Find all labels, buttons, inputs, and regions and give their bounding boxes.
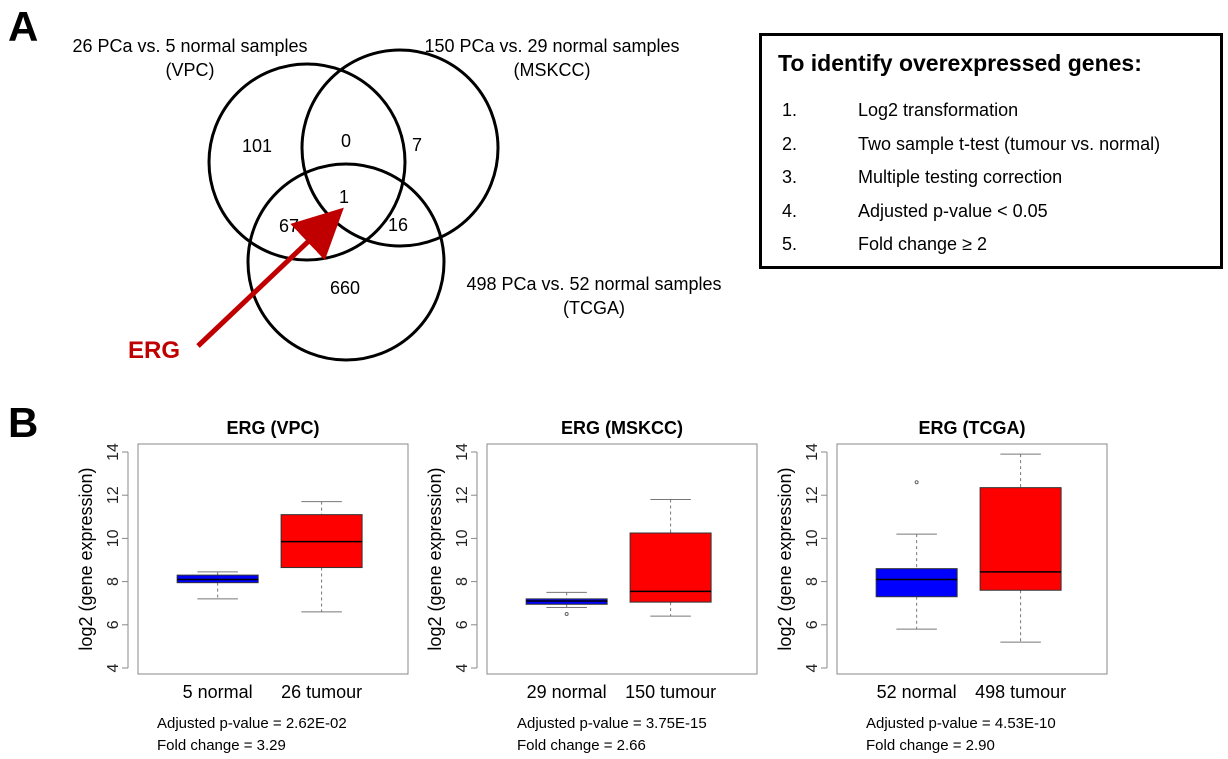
criteria-item-number: 2. bbox=[782, 134, 798, 154]
y-tick-label: 12 bbox=[105, 486, 122, 504]
y-tick-label: 14 bbox=[105, 443, 122, 461]
venn-label-vpc: 26 PCa vs. 5 normal samples (VPC) bbox=[40, 34, 340, 82]
venn-circle-mskcc bbox=[300, 48, 500, 248]
venn-circle-tcga bbox=[246, 162, 446, 362]
stat-adjusted-p-value: Adjusted p-value = 3.75E-15 bbox=[517, 715, 707, 732]
y-tick-label: 8 bbox=[105, 577, 122, 586]
y-tick-label: 4 bbox=[454, 663, 471, 672]
y-tick-label: 10 bbox=[804, 529, 821, 547]
panel-b-letter: B bbox=[8, 399, 39, 446]
criteria-item: 4. Adjusted p-value < 0.05 bbox=[782, 201, 1048, 222]
criteria-item-text: Two sample t-test (tumour vs. normal) bbox=[858, 134, 1161, 154]
criteria-item-text: Adjusted p-value < 0.05 bbox=[858, 201, 1048, 221]
y-axis-label: log2 (gene expression) bbox=[425, 467, 445, 650]
region-mskcc-only: 7 bbox=[412, 135, 422, 155]
box bbox=[979, 487, 1062, 591]
venn-label-mskcc-line1: 150 PCa vs. 29 normal samples bbox=[424, 36, 680, 56]
region-tcga-only: 660 bbox=[330, 278, 360, 298]
y-tick-label: 10 bbox=[454, 529, 471, 547]
stats-mskcc: Adjusted p-value = 3.75E-15 Fold change … bbox=[517, 713, 707, 757]
plot-title-vpc: ERG (VPC) bbox=[226, 418, 320, 438]
category-label: 498 tumour bbox=[975, 682, 1066, 702]
y-axis-label: log2 (gene expression) bbox=[775, 467, 795, 650]
criteria-item-number: 1. bbox=[782, 100, 798, 120]
criteria-item: 3. Multiple testing correction bbox=[782, 167, 1062, 188]
venn-label-tcga-line2: (TCGA) bbox=[563, 298, 625, 318]
stat-fold-change: Fold change = 2.90 bbox=[866, 737, 995, 754]
y-tick-label: 8 bbox=[454, 577, 471, 586]
y-tick-label: 6 bbox=[454, 620, 471, 629]
y-tick-label: 6 bbox=[105, 620, 122, 629]
criteria-item: 2. Two sample t-test (tumour vs. normal) bbox=[782, 134, 1160, 155]
criteria-item: 1. Log2 transformation bbox=[782, 100, 1018, 121]
y-tick-label: 12 bbox=[804, 486, 821, 504]
stat-adjusted-p-value: Adjusted p-value = 4.53E-10 bbox=[866, 715, 1056, 732]
panel-a-letter: A bbox=[8, 3, 39, 50]
criteria-item-text: Log2 transformation bbox=[858, 100, 1019, 120]
y-tick-label: 4 bbox=[105, 663, 122, 672]
erg-arrow-label: ERG bbox=[128, 337, 180, 364]
stat-fold-change: Fold change = 2.66 bbox=[517, 737, 646, 754]
plot-title-mskcc: ERG (MSKCC) bbox=[561, 418, 683, 438]
venn-label-mskcc: 150 PCa vs. 29 normal samples (MSKCC) bbox=[392, 34, 712, 82]
criteria-item: 5. Fold change ≥ 2 bbox=[782, 234, 987, 255]
region-vpc-only: 101 bbox=[242, 136, 272, 156]
stats-vpc: Adjusted p-value = 2.62E-02 Fold change … bbox=[157, 713, 347, 757]
venn-label-mskcc-line2: (MSKCC) bbox=[513, 60, 591, 80]
criteria-item-number: 3. bbox=[782, 167, 798, 187]
y-tick-label: 4 bbox=[804, 663, 821, 672]
region-vpc-mskcc: 0 bbox=[341, 131, 351, 151]
venn-diagram: 101 0 7 1 67 16 660 ERG bbox=[128, 48, 500, 364]
y-axis-label: log2 (gene expression) bbox=[76, 467, 96, 650]
category-label: 52 normal bbox=[877, 682, 957, 702]
venn-label-vpc-line2: (VPC) bbox=[165, 60, 215, 80]
plot-frame bbox=[486, 443, 758, 675]
criteria-item-text: Fold change ≥ 2 bbox=[858, 234, 987, 254]
y-tick-label: 8 bbox=[804, 577, 821, 586]
stat-adjusted-p-value: Adjusted p-value = 2.62E-02 bbox=[157, 715, 347, 732]
erg-arrow bbox=[196, 207, 344, 348]
criteria-item-number: 4. bbox=[782, 201, 798, 221]
stat-fold-change: Fold change = 3.29 bbox=[157, 737, 286, 754]
y-tick-label: 14 bbox=[454, 443, 471, 461]
region-all-three: 1 bbox=[339, 187, 349, 207]
venn-label-tcga-line1: 498 PCa vs. 52 normal samples bbox=[466, 274, 722, 294]
y-tick-label: 6 bbox=[804, 620, 821, 629]
stats-tcga: Adjusted p-value = 4.53E-10 Fold change … bbox=[866, 713, 1056, 757]
y-tick-label: 10 bbox=[105, 529, 122, 547]
plot-frame bbox=[836, 443, 1108, 675]
outlier-point bbox=[564, 612, 569, 616]
box bbox=[875, 568, 958, 598]
y-tick-label: 12 bbox=[454, 486, 471, 504]
plot-title-tcga: ERG (TCGA) bbox=[918, 418, 1026, 438]
category-label: 150 tumour bbox=[625, 682, 716, 702]
venn-label-tcga: 498 PCa vs. 52 normal samples (TCGA) bbox=[434, 272, 754, 320]
outlier-point bbox=[914, 480, 919, 485]
region-mskcc-tcga: 16 bbox=[388, 215, 408, 235]
category-label: 29 normal bbox=[527, 682, 607, 702]
venn-label-vpc-line1: 26 PCa vs. 5 normal samples bbox=[72, 36, 308, 56]
criteria-item-number: 5. bbox=[782, 234, 798, 254]
criteria-box: To identify overexpressed genes: 1. Log2 … bbox=[759, 33, 1223, 269]
category-label: 26 tumour bbox=[281, 682, 362, 702]
criteria-title: To identify overexpressed genes: bbox=[778, 50, 1142, 76]
category-label: 5 normal bbox=[183, 682, 253, 702]
y-tick-label: 14 bbox=[804, 443, 821, 461]
plot-frame bbox=[137, 443, 409, 675]
criteria-item-text: Multiple testing correction bbox=[858, 167, 1063, 187]
